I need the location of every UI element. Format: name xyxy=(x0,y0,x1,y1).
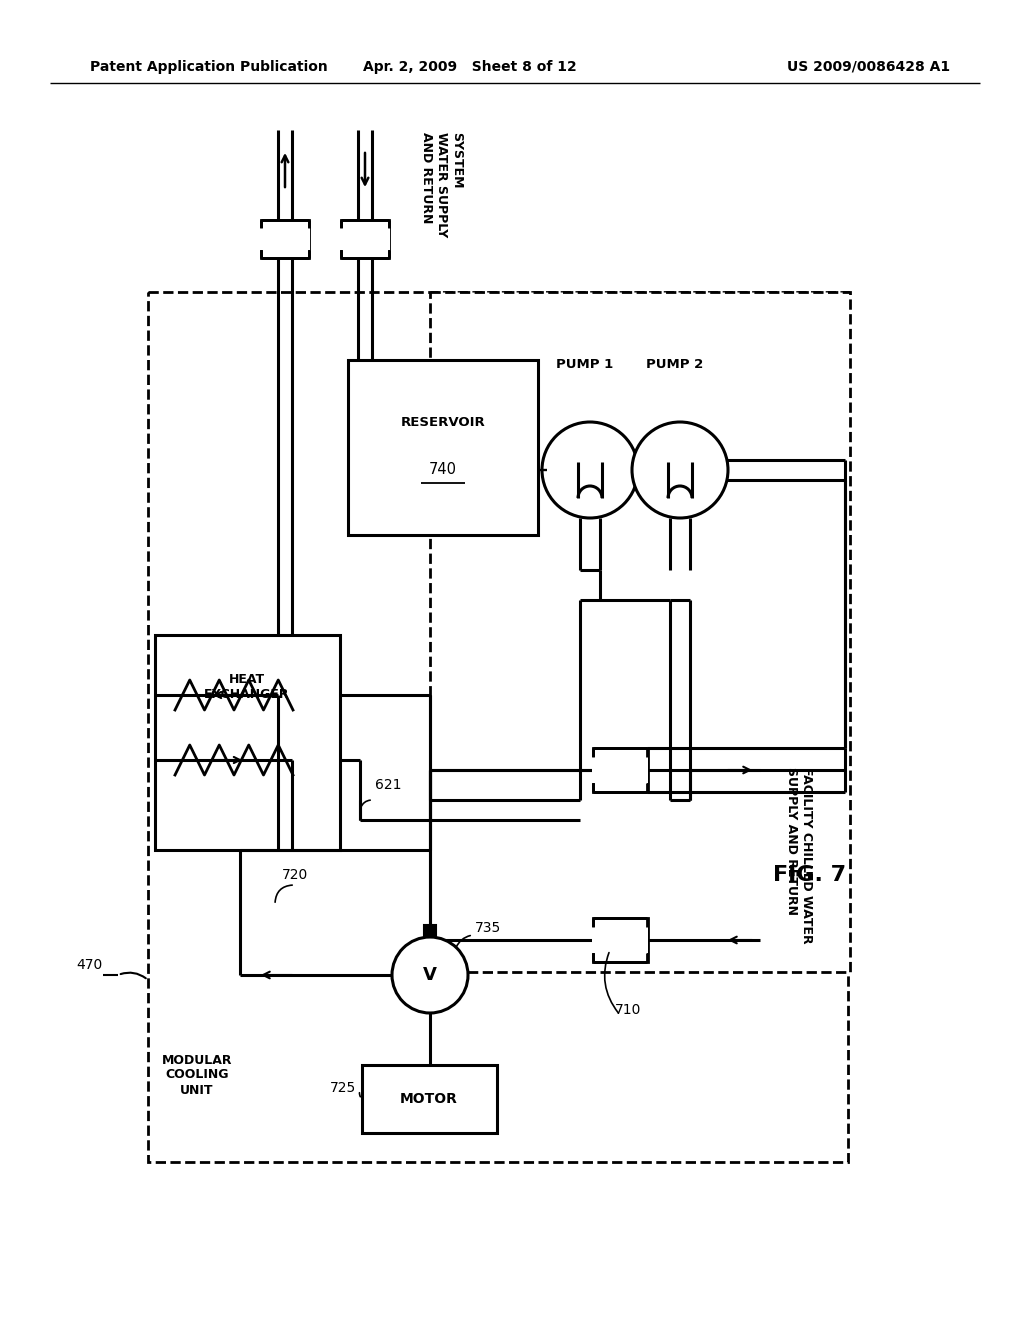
Bar xyxy=(303,228,310,249)
Text: 621: 621 xyxy=(375,777,401,792)
Text: US 2009/0086428 A1: US 2009/0086428 A1 xyxy=(786,59,950,74)
Text: RESERVOIR: RESERVOIR xyxy=(400,416,485,429)
Bar xyxy=(340,228,347,249)
Text: V: V xyxy=(423,966,437,983)
Bar xyxy=(424,925,436,937)
Bar xyxy=(593,748,648,792)
Text: MOTOR: MOTOR xyxy=(400,1092,458,1106)
Bar xyxy=(593,917,648,962)
Text: 725: 725 xyxy=(330,1081,356,1096)
Bar xyxy=(148,292,848,1162)
Text: Apr. 2, 2009   Sheet 8 of 12: Apr. 2, 2009 Sheet 8 of 12 xyxy=(364,59,577,74)
Bar xyxy=(383,228,390,249)
Bar xyxy=(592,756,599,783)
Bar xyxy=(155,635,340,850)
Text: SYSTEM
WATER SUPPLY
AND RETURN: SYSTEM WATER SUPPLY AND RETURN xyxy=(420,132,463,238)
Text: PUMP 2: PUMP 2 xyxy=(646,359,703,371)
Text: FIG. 7: FIG. 7 xyxy=(773,865,847,884)
Bar xyxy=(362,1065,497,1133)
Text: FACILITY CHILLED WATER
SUPPLY AND RETURN: FACILITY CHILLED WATER SUPPLY AND RETURN xyxy=(785,767,813,944)
Text: Patent Application Publication: Patent Application Publication xyxy=(90,59,328,74)
Circle shape xyxy=(392,937,468,1012)
Text: 710: 710 xyxy=(615,1003,641,1016)
Bar xyxy=(261,220,309,257)
Bar xyxy=(641,927,648,953)
Bar xyxy=(341,220,389,257)
Circle shape xyxy=(632,422,728,517)
Text: PUMP 1: PUMP 1 xyxy=(556,359,613,371)
Bar xyxy=(260,228,267,249)
Bar xyxy=(430,292,850,972)
Text: 470: 470 xyxy=(77,958,103,972)
Text: MODULAR
COOLING
UNIT: MODULAR COOLING UNIT xyxy=(162,1053,232,1097)
Text: HEAT
EXCHANGER: HEAT EXCHANGER xyxy=(204,673,290,701)
Bar xyxy=(592,927,599,953)
Text: 740: 740 xyxy=(429,462,457,478)
Bar xyxy=(641,756,648,783)
Text: 735: 735 xyxy=(475,921,502,935)
Bar xyxy=(348,360,538,535)
Circle shape xyxy=(542,422,638,517)
Text: 720: 720 xyxy=(282,869,308,882)
